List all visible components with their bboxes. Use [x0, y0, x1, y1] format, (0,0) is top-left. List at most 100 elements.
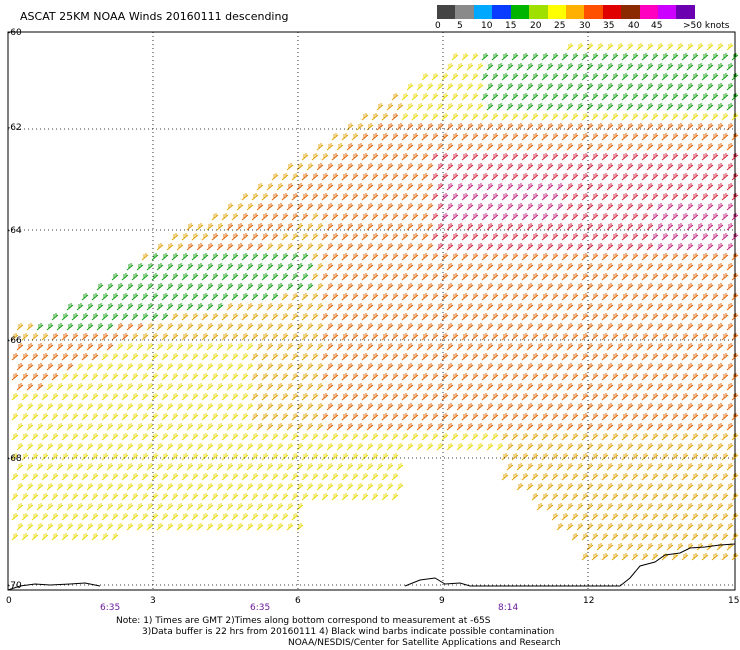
wind-barb — [471, 133, 479, 141]
wind-barb — [646, 463, 654, 471]
wind-barb — [346, 243, 354, 251]
wind-barb — [241, 273, 249, 281]
wind-barb — [436, 183, 444, 191]
wind-barb — [196, 223, 204, 231]
wind-barb — [591, 313, 599, 321]
wind-barb — [126, 303, 134, 311]
wind-barb — [261, 273, 269, 281]
wind-barb — [411, 333, 419, 341]
wind-barb — [116, 423, 124, 431]
wind-barb — [676, 63, 684, 71]
wind-barb — [571, 473, 579, 481]
wind-barb — [531, 253, 539, 261]
wind-barb — [561, 93, 569, 101]
wind-barb — [536, 403, 544, 411]
wind-barb — [381, 473, 389, 481]
wind-barb — [286, 363, 294, 371]
wind-barb — [246, 483, 254, 491]
wind-barb — [341, 453, 349, 461]
wind-barb — [336, 283, 344, 291]
wind-barb — [521, 73, 529, 81]
wind-barb — [541, 333, 549, 341]
wind-barb — [431, 153, 439, 161]
wind-barb — [426, 263, 434, 271]
wind-barb — [631, 353, 639, 361]
wind-barb — [421, 193, 429, 201]
wind-barb — [621, 133, 629, 141]
wind-barb — [671, 113, 679, 121]
wind-barb — [206, 223, 214, 231]
wind-barb — [296, 283, 304, 291]
wind-barb — [201, 473, 209, 481]
wind-barb — [216, 343, 224, 351]
wind-barb — [616, 43, 624, 51]
wind-barb — [596, 183, 604, 191]
wind-barb — [621, 513, 629, 521]
wind-barb — [396, 303, 404, 311]
wind-barb — [616, 443, 624, 451]
wind-barb — [651, 393, 659, 401]
wind-barb — [616, 403, 624, 411]
wind-barb — [496, 303, 504, 311]
wind-barb — [256, 223, 264, 231]
wind-barb — [106, 443, 114, 451]
wind-barb — [691, 253, 699, 261]
wind-barb — [431, 113, 439, 121]
wind-barb — [96, 463, 104, 471]
wind-barb — [586, 223, 594, 231]
wind-barb — [631, 513, 639, 521]
wind-barb — [651, 133, 659, 141]
wind-barb — [691, 413, 699, 421]
wind-barb — [306, 383, 314, 391]
wind-barb — [481, 413, 489, 421]
wind-barb — [361, 293, 369, 301]
wind-barb — [346, 303, 354, 311]
wind-barb — [276, 403, 284, 411]
wind-barb — [706, 323, 714, 331]
wind-barb — [461, 73, 469, 81]
wind-barb — [476, 363, 484, 371]
wind-barb — [411, 373, 419, 381]
wind-barb — [611, 313, 619, 321]
wind-barb — [396, 103, 404, 111]
wind-barb — [551, 313, 559, 321]
wind-barb — [236, 243, 244, 251]
wind-barb — [586, 203, 594, 211]
wind-barb — [141, 373, 149, 381]
wind-barb — [576, 463, 584, 471]
wind-barb — [696, 443, 704, 451]
wind-barb — [566, 303, 574, 311]
wind-barb — [621, 473, 629, 481]
wind-barb — [556, 263, 564, 271]
wind-barb — [586, 143, 594, 151]
wind-barb — [391, 373, 399, 381]
wind-barb — [96, 363, 104, 371]
wind-barb — [571, 193, 579, 201]
wind-barb — [101, 453, 109, 461]
wind-barb — [696, 63, 704, 71]
wind-barb — [176, 363, 184, 371]
wind-barb — [726, 403, 734, 411]
wind-barb — [636, 63, 644, 71]
wind-barb — [276, 283, 284, 291]
wind-barb — [561, 193, 569, 201]
wind-barb — [691, 313, 699, 321]
wind-barb — [681, 113, 689, 121]
wind-barb — [406, 203, 414, 211]
wind-barb — [666, 283, 674, 291]
wind-barb — [356, 423, 364, 431]
wind-barb — [571, 133, 579, 141]
wind-barb — [281, 433, 289, 441]
wind-barb — [366, 163, 374, 171]
wind-barb — [431, 173, 439, 181]
wind-barb — [576, 63, 584, 71]
wind-barb — [626, 403, 634, 411]
wind-barb — [651, 273, 659, 281]
wind-barb — [446, 383, 454, 391]
wind-barb — [261, 353, 269, 361]
wind-barb — [521, 93, 529, 101]
wind-barb — [626, 443, 634, 451]
wind-barb — [671, 93, 679, 101]
wind-barb — [496, 203, 504, 211]
wind-barb — [636, 143, 644, 151]
